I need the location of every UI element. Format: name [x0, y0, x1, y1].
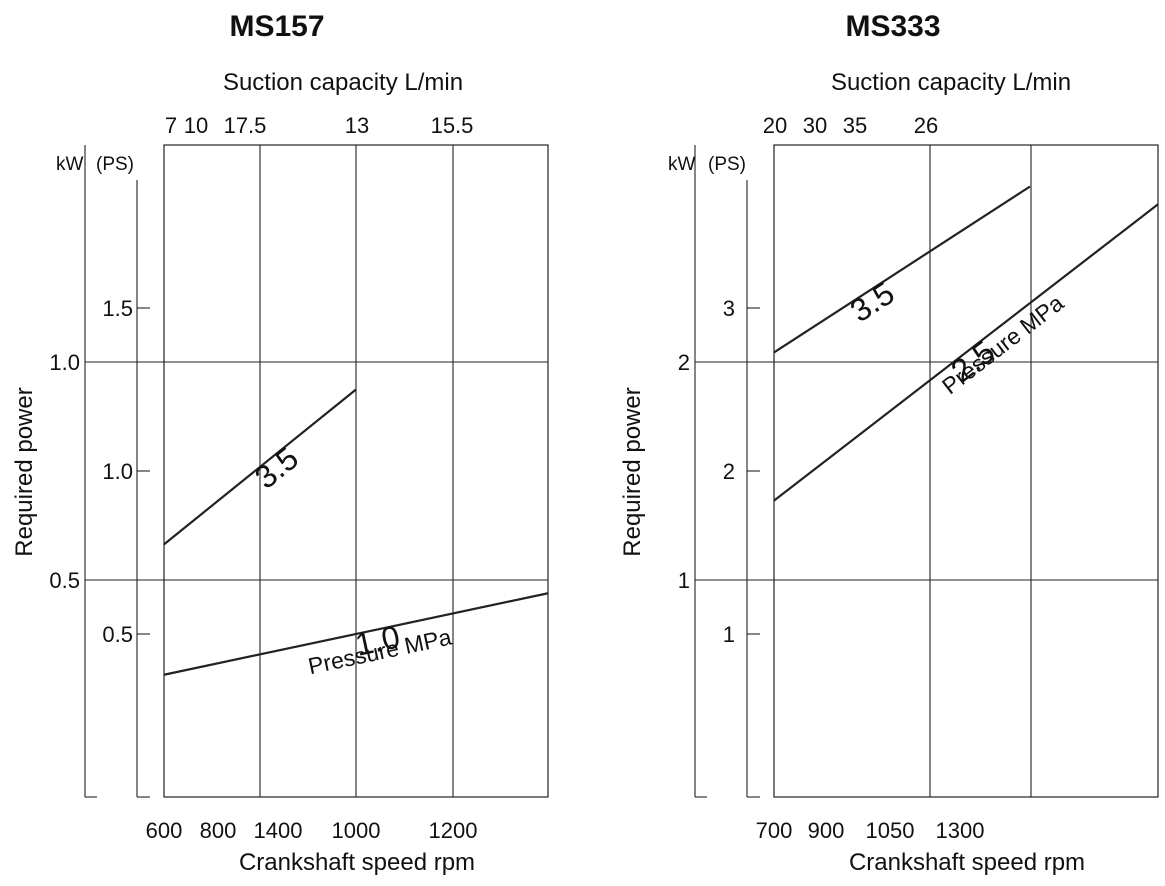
chart-ms333: MS333 Suction capacity L/min 20 30 35 26… — [619, 10, 1159, 876]
x-tick-label: 700 — [756, 818, 793, 843]
series-line-3-5 — [773, 185, 1031, 354]
y-tick-label-kw: 2 — [678, 350, 690, 375]
y-unit-label-ps: (PS) — [96, 154, 134, 175]
chart-ms157: MS157 Suction capacity L/min 7 10 17.5 1… — [11, 10, 549, 876]
x2-tick-labels: 7 10 17.5 13 15.5 — [165, 113, 474, 138]
x2-tick-label: 13 — [345, 113, 369, 138]
series-label-3-5: 3.5 — [844, 275, 901, 329]
x2-tick-label: 10 — [184, 113, 208, 138]
x-axis-label: Crankshaft speed rpm — [239, 849, 475, 876]
x-tick-label: 1000 — [332, 818, 381, 843]
chart-title: MS333 — [845, 10, 940, 43]
series-line-1-0 — [163, 592, 549, 676]
x-tick-label: 1300 — [936, 818, 985, 843]
x2-tick-label: 35 — [843, 113, 867, 138]
x2-tick-label: 7 — [165, 113, 177, 138]
x2-axis-label: Suction capacity L/min — [223, 69, 463, 96]
plot-frame — [773, 144, 1159, 798]
x-tick-label: 1400 — [254, 818, 303, 843]
x-axis-label: Crankshaft speed rpm — [849, 849, 1085, 876]
y-tick-label-ps: 1 — [723, 622, 735, 647]
x-tick-label: 800 — [200, 818, 237, 843]
x2-tick-label: 17.5 — [224, 113, 267, 138]
y-tick-label-ps: 1.5 — [102, 296, 133, 321]
series-line-2-5 — [773, 203, 1159, 502]
y-tick-label-ps: 0.5 — [102, 622, 133, 647]
x2-tick-labels: 20 30 35 26 — [763, 113, 938, 138]
y-tick-label-ps: 1.0 — [102, 459, 133, 484]
y-tick-label-kw: 1.0 — [49, 350, 80, 375]
y-tick-label-ps: 2 — [723, 459, 735, 484]
x2-tick-label: 20 — [763, 113, 787, 138]
y-tick-label-ps: 3 — [723, 296, 735, 321]
x2-tick-label: 15.5 — [431, 113, 474, 138]
series-line-3-5 — [163, 388, 357, 546]
y-tick-label-kw: 1 — [678, 568, 690, 593]
x2-tick-label: 30 — [803, 113, 827, 138]
y-axis-label: Required power — [619, 387, 646, 556]
x-tick-label: 600 — [146, 818, 183, 843]
y-tick-label-kw: 0.5 — [49, 568, 80, 593]
x2-axis-label: Suction capacity L/min — [831, 69, 1071, 96]
chart-title: MS157 — [229, 10, 324, 43]
x-tick-label: 1200 — [429, 818, 478, 843]
x-tick-labels: 700 900 1050 1300 — [756, 818, 985, 843]
x2-tick-label: 26 — [914, 113, 938, 138]
series-label-3-5: 3.5 — [248, 440, 305, 496]
x-tick-label: 900 — [808, 818, 845, 843]
y-unit-label-kw: kW — [56, 154, 84, 175]
y-unit-label-kw: kW — [668, 154, 696, 175]
pressure-annotation: Pressure MPa — [937, 289, 1068, 399]
y-unit-label-ps: (PS) — [708, 154, 746, 175]
y-axis-label: Required power — [11, 387, 38, 556]
x-tick-labels: 600 800 1400 1000 1200 — [146, 818, 478, 843]
x-tick-label: 1050 — [866, 818, 915, 843]
